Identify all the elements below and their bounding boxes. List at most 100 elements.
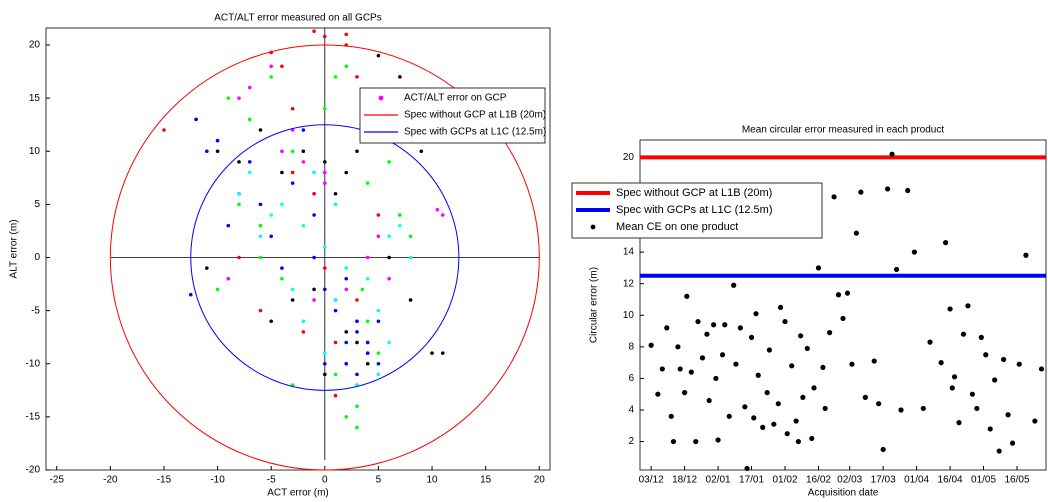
point: [987, 426, 993, 432]
point: [312, 298, 316, 302]
point: [784, 431, 790, 437]
point: [205, 149, 209, 154]
point: [258, 234, 263, 239]
point: [387, 255, 391, 260]
point: [247, 85, 252, 90]
point: [648, 342, 654, 348]
point: [789, 363, 795, 369]
point: [162, 128, 166, 132]
point: [804, 345, 810, 352]
point: [280, 170, 284, 175]
point: [290, 287, 295, 292]
point: [889, 151, 895, 157]
point: [344, 287, 349, 292]
point: [1032, 418, 1038, 424]
point: [258, 308, 263, 313]
point: [323, 106, 327, 111]
point: [664, 325, 670, 331]
point: [355, 425, 359, 430]
y-tick-label: 14: [623, 247, 635, 258]
point: [722, 322, 728, 328]
point: [312, 191, 316, 196]
point: [344, 32, 349, 37]
point: [333, 340, 338, 345]
x-tick-label: 18/12: [672, 475, 697, 486]
point: [760, 424, 766, 430]
point: [355, 340, 359, 345]
x-axis-label: ACT error (m): [267, 488, 328, 499]
y-tick-label: 20: [29, 40, 41, 51]
legend-box: [571, 182, 823, 239]
point: [992, 377, 998, 383]
legend-label: Spec without GCP at L1B (20m): [404, 110, 546, 121]
point: [258, 255, 263, 260]
y-tick-label: 4: [628, 405, 634, 416]
y-tick-label: -20: [26, 465, 41, 476]
point: [430, 351, 434, 355]
y-tick-label: -5: [31, 305, 40, 316]
legend-label: Spec with GCPs at L1C (12.5m): [616, 204, 773, 216]
legend-label: Spec without GCP at L1B (20m): [616, 187, 772, 199]
point: [733, 361, 739, 367]
point: [798, 333, 804, 339]
y-tick-label: 20: [623, 152, 635, 163]
y-tick-label: 15: [29, 93, 41, 104]
point: [344, 361, 349, 366]
point: [355, 149, 359, 154]
x-tick-label: 15: [480, 475, 492, 486]
point: [301, 160, 306, 164]
point: [387, 276, 391, 281]
point: [333, 75, 338, 79]
point: [699, 355, 706, 361]
point: [269, 64, 273, 69]
point: [301, 223, 306, 228]
y-tick-label: -15: [26, 412, 41, 423]
point: [215, 287, 220, 292]
point: [280, 64, 284, 69]
point: [355, 404, 359, 409]
point: [978, 334, 984, 340]
legend-label: Spec with GCPs at L1C (12.5m): [404, 127, 546, 138]
x-tick-label: 01/05: [971, 475, 996, 486]
x-tick-label: 02/01: [706, 475, 731, 486]
point: [1001, 356, 1007, 363]
point: [822, 405, 828, 412]
x-tick-label: -15: [157, 475, 172, 486]
point: [365, 255, 370, 260]
point: [800, 394, 806, 400]
y-tick-label: 0: [34, 252, 40, 263]
point: [312, 287, 316, 292]
point: [949, 385, 955, 391]
point: [301, 149, 306, 154]
x-tick-label: 16/05: [1004, 475, 1029, 486]
point: [938, 360, 944, 366]
y-tick-label: 8: [628, 341, 634, 352]
y-tick-label: 2: [628, 436, 634, 447]
y-tick-label: 5: [34, 199, 40, 210]
point: [323, 351, 327, 355]
x-tick-label: -5: [267, 475, 276, 486]
point: [237, 255, 241, 260]
point: [655, 391, 661, 397]
point: [682, 390, 688, 396]
point: [871, 358, 877, 364]
point: [920, 405, 926, 412]
point: [355, 75, 359, 79]
point: [670, 438, 677, 445]
point: [301, 319, 306, 324]
point: [365, 319, 370, 324]
point: [312, 29, 316, 33]
x-tick-label: 5: [376, 475, 382, 486]
point: [333, 202, 338, 207]
point: [748, 334, 755, 340]
point: [301, 330, 306, 334]
chart-title: ACT/ALT error measured on all GCPs: [214, 13, 381, 24]
point: [258, 223, 263, 228]
x-axis-label: Acquisition date: [808, 488, 879, 499]
point: [247, 160, 252, 164]
point: [668, 413, 674, 419]
point: [226, 276, 231, 281]
x-tick-label: 17/03: [871, 475, 896, 486]
point: [360, 287, 365, 292]
point: [677, 366, 683, 372]
